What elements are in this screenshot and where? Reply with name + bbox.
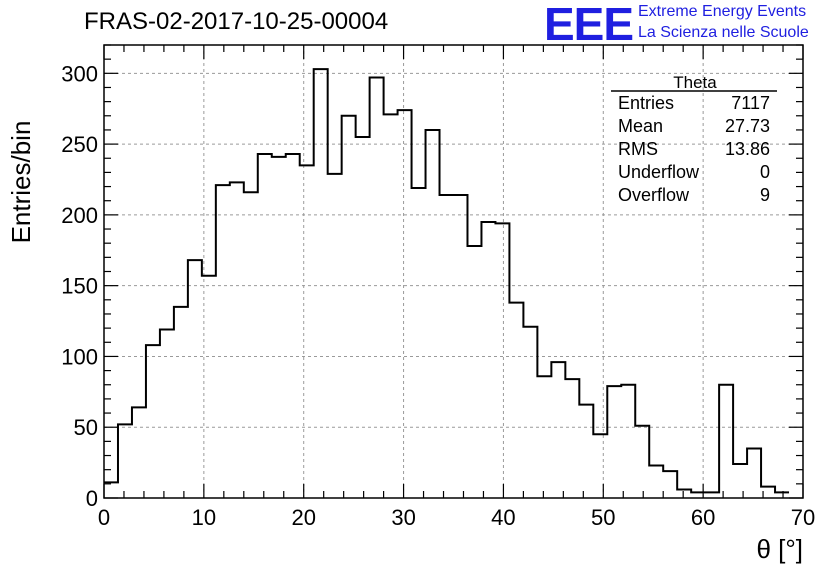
- histogram-bin: [328, 174, 342, 498]
- histogram-bin: [565, 379, 579, 498]
- histogram-bin: [635, 426, 649, 498]
- stat-label-rms: RMS: [618, 139, 658, 159]
- histogram-bin: [370, 78, 384, 498]
- eee-logo: EEE: [544, 0, 634, 50]
- histogram-bin: [426, 130, 440, 498]
- stat-value-entries: 7117: [731, 93, 770, 113]
- stat-label-mean: Mean: [618, 116, 664, 136]
- histogram-bin: [342, 116, 356, 498]
- histogram-bin: [593, 434, 607, 498]
- histogram-bin: [621, 385, 635, 498]
- histogram-bin: [509, 303, 523, 498]
- histogram-bin: [551, 362, 565, 498]
- y-axis-label: Entries/bin: [6, 121, 36, 244]
- histogram-bin: [188, 260, 202, 498]
- stat-label-overflow: Overflow: [618, 185, 690, 205]
- x-tick-label: 60: [691, 505, 715, 530]
- histogram-bin: [104, 482, 118, 498]
- histogram-bin: [412, 188, 426, 498]
- histogram-bin: [314, 69, 328, 498]
- stat-value-overflow: 9: [759, 185, 770, 205]
- histogram-bin: [216, 185, 230, 498]
- histogram-bin: [258, 154, 272, 498]
- x-tick-label: 0: [98, 505, 110, 530]
- histogram-bin: [719, 385, 733, 498]
- x-tick-label: 10: [192, 505, 216, 530]
- stat-value-mean: 27.73: [724, 116, 770, 136]
- stat-label-entries: Entries: [618, 93, 675, 113]
- x-axis-label: θ [°]: [756, 534, 803, 564]
- histogram-bin: [440, 195, 454, 498]
- stat-value-underflow: 0: [759, 162, 770, 182]
- histogram-bin: [649, 465, 663, 498]
- stats-title: Theta: [673, 73, 717, 92]
- y-tick-label: 200: [61, 203, 98, 228]
- histogram-bin: [747, 448, 761, 498]
- histogram-bin: [579, 405, 593, 498]
- histogram-bin: [454, 195, 468, 498]
- chart-title: FRAS-02-2017-10-25-00004: [84, 8, 389, 35]
- histogram-bin: [398, 110, 412, 498]
- y-tick-label: 150: [61, 274, 98, 299]
- histogram-bin: [356, 137, 370, 498]
- histogram-bin: [733, 464, 747, 498]
- histogram-bin: [118, 424, 132, 498]
- histogram-bin: [244, 192, 258, 498]
- histogram-bin: [523, 327, 537, 498]
- x-tick-label: 50: [591, 505, 615, 530]
- axes: [103, 44, 804, 499]
- histogram-bin: [663, 471, 677, 498]
- x-tick-label: 20: [291, 505, 315, 530]
- histogram-bin: [272, 157, 286, 498]
- histogram-bin: [481, 222, 495, 498]
- grid-lines: [104, 45, 803, 498]
- logo-subtitle-1: Extreme Energy Events: [638, 3, 807, 20]
- histogram-bin: [230, 182, 244, 498]
- histogram-outline: [104, 68, 790, 494]
- histogram-bin: [467, 246, 481, 498]
- histogram-bin: [384, 114, 398, 498]
- histogram-bin: [607, 386, 621, 498]
- x-tick-label: 30: [391, 505, 415, 530]
- y-tick-label: 300: [61, 61, 98, 86]
- logo-subtitle-2: La Scienza nelle Scuole: [638, 24, 809, 41]
- histogram-bin: [174, 307, 188, 498]
- histogram-bin: [132, 407, 146, 498]
- histogram-bin: [146, 345, 160, 498]
- histogram-bin: [160, 330, 174, 498]
- histogram-bin: [677, 490, 691, 498]
- histogram-bin: [286, 154, 300, 498]
- y-tick-label: 100: [61, 344, 98, 369]
- stat-value-rms: 13.86: [724, 139, 770, 159]
- y-tick-label: 0: [86, 486, 98, 511]
- plot-frame: [103, 44, 804, 499]
- stat-label-underflow: Underflow: [618, 162, 700, 182]
- histogram-bin: [495, 223, 509, 498]
- x-tick-label: 40: [491, 505, 515, 530]
- histogram-series: [104, 68, 790, 498]
- histogram-bin: [537, 376, 551, 498]
- y-tick-label: 50: [74, 415, 98, 440]
- tick-labels: 0 10 20 30 40 50 60 70 0 50 100 150 200 250 300: [61, 61, 815, 530]
- histogram-bin: [300, 165, 314, 498]
- x-tick-label: 70: [791, 505, 815, 530]
- y-tick-label: 250: [61, 132, 98, 157]
